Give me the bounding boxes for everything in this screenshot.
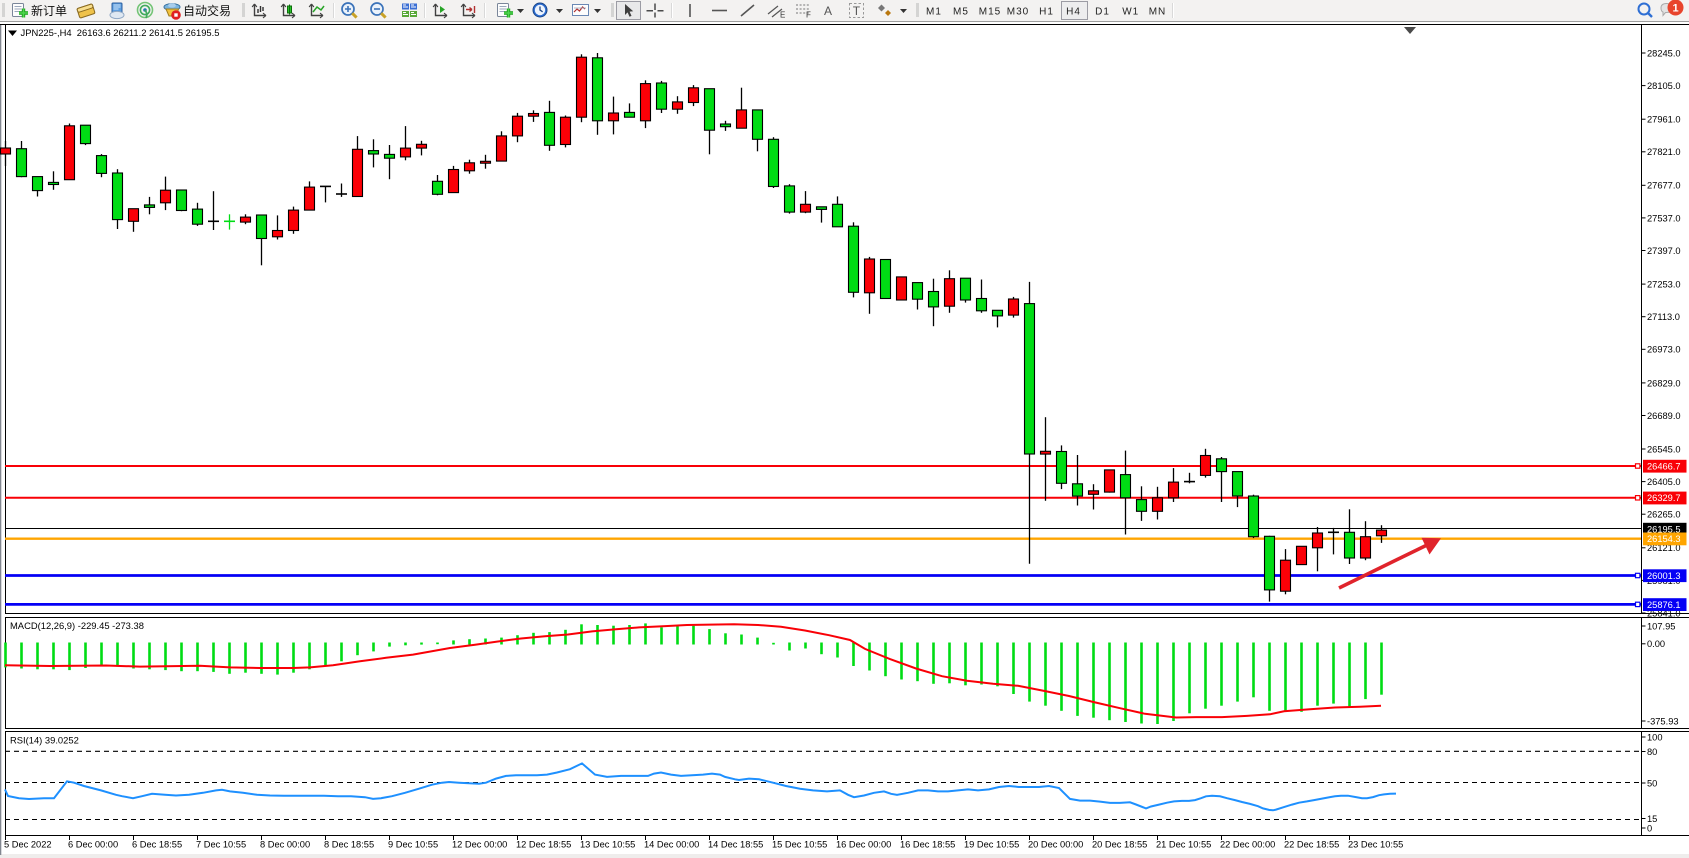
svg-text:A: A: [824, 4, 832, 18]
svg-text:8 Dec 18:55: 8 Dec 18:55: [324, 840, 374, 850]
svg-text:H1: H1: [1039, 7, 1054, 18]
svg-text:6 Dec 18:55: 6 Dec 18:55: [132, 840, 182, 850]
svg-text:26121.0: 26121.0: [1647, 543, 1681, 553]
svg-text:100: 100: [1647, 732, 1663, 742]
svg-text:21 Dec 10:55: 21 Dec 10:55: [1156, 840, 1211, 850]
svg-text:M15: M15: [979, 7, 1001, 18]
svg-text:12 Dec 00:00: 12 Dec 00:00: [452, 840, 507, 850]
svg-text:-375.93: -375.93: [1647, 716, 1679, 726]
svg-text:13 Dec 10:55: 13 Dec 10:55: [580, 840, 635, 850]
svg-text:26329.7: 26329.7: [1647, 493, 1681, 503]
svg-text:26405.0: 26405.0: [1647, 477, 1681, 487]
svg-text:F: F: [806, 11, 811, 20]
svg-text:0.00: 0.00: [1647, 639, 1665, 649]
svg-text:D1: D1: [1095, 7, 1110, 18]
svg-text:JPN225-,H4 26163.6 26211.2 26: JPN225-,H4 26163.6 26211.2 26141.5 26195…: [21, 27, 220, 38]
svg-text:9 Dec 10:55: 9 Dec 10:55: [388, 840, 438, 850]
svg-text:E: E: [780, 11, 785, 20]
svg-text:26829.0: 26829.0: [1647, 378, 1681, 388]
svg-text:MN: MN: [1149, 7, 1167, 18]
svg-text:26195.5: 26195.5: [1647, 524, 1681, 534]
svg-text:新订单: 新订单: [31, 3, 67, 18]
svg-text:27821.0: 27821.0: [1647, 147, 1681, 157]
svg-text:28245.0: 28245.0: [1647, 48, 1681, 58]
svg-text:16 Dec 00:00: 16 Dec 00:00: [836, 840, 891, 850]
svg-text:27677.0: 27677.0: [1647, 181, 1681, 191]
svg-text:26466.7: 26466.7: [1647, 461, 1681, 471]
svg-text:25876.1: 25876.1: [1647, 600, 1681, 610]
svg-text:50: 50: [1647, 778, 1657, 788]
svg-text:22 Dec 18:55: 22 Dec 18:55: [1284, 840, 1339, 850]
svg-text:5 Dec 2022: 5 Dec 2022: [4, 840, 52, 850]
svg-text:15: 15: [1647, 814, 1657, 824]
svg-text:23 Dec 10:55: 23 Dec 10:55: [1348, 840, 1403, 850]
svg-text:80: 80: [1647, 747, 1657, 757]
svg-text:27253.0: 27253.0: [1647, 280, 1681, 290]
svg-text:8 Dec 00:00: 8 Dec 00:00: [260, 840, 310, 850]
svg-text:20 Dec 18:55: 20 Dec 18:55: [1092, 840, 1147, 850]
svg-text:27537.0: 27537.0: [1647, 213, 1681, 223]
svg-text:19 Dec 10:55: 19 Dec 10:55: [964, 840, 1019, 850]
svg-text:T: T: [853, 4, 861, 18]
svg-text:0: 0: [1647, 823, 1652, 833]
svg-text:M30: M30: [1007, 7, 1029, 18]
svg-text:自动交易: 自动交易: [183, 3, 231, 18]
svg-text:25841.0: 25841.0: [1647, 608, 1681, 618]
svg-text:22 Dec 00:00: 22 Dec 00:00: [1220, 840, 1275, 850]
svg-text:26001.3: 26001.3: [1647, 571, 1681, 581]
svg-text:107.95: 107.95: [1647, 621, 1675, 631]
svg-text:28105.0: 28105.0: [1647, 81, 1681, 91]
svg-text:12 Dec 18:55: 12 Dec 18:55: [516, 840, 571, 850]
svg-text:M5: M5: [953, 7, 969, 18]
svg-text:27961.0: 27961.0: [1647, 115, 1681, 125]
svg-text:27113.0: 27113.0: [1647, 312, 1680, 322]
svg-text:14 Dec 00:00: 14 Dec 00:00: [644, 840, 699, 850]
svg-text:1: 1: [1672, 3, 1678, 15]
svg-text:26973.0: 26973.0: [1647, 345, 1681, 355]
svg-text:H4: H4: [1066, 7, 1081, 18]
svg-text:26545.0: 26545.0: [1647, 444, 1681, 454]
svg-text:W1: W1: [1122, 7, 1139, 18]
svg-text:M1: M1: [926, 7, 942, 18]
svg-text:26689.0: 26689.0: [1647, 411, 1681, 421]
svg-text:27397.0: 27397.0: [1647, 246, 1681, 256]
svg-text:16 Dec 18:55: 16 Dec 18:55: [900, 840, 955, 850]
svg-text:6 Dec 00:00: 6 Dec 00:00: [68, 840, 118, 850]
svg-text:RSI(14) 39.0252: RSI(14) 39.0252: [10, 735, 79, 746]
svg-text:20 Dec 00:00: 20 Dec 00:00: [1028, 840, 1083, 850]
svg-text:14 Dec 18:55: 14 Dec 18:55: [708, 840, 763, 850]
svg-text:26154.3: 26154.3: [1647, 534, 1681, 544]
svg-text:26265.0: 26265.0: [1647, 510, 1681, 520]
svg-text:MACD(12,26,9) -229.45 -273.38: MACD(12,26,9) -229.45 -273.38: [10, 620, 144, 631]
svg-text:7 Dec 10:55: 7 Dec 10:55: [196, 840, 246, 850]
svg-text:15 Dec 10:55: 15 Dec 10:55: [772, 840, 827, 850]
